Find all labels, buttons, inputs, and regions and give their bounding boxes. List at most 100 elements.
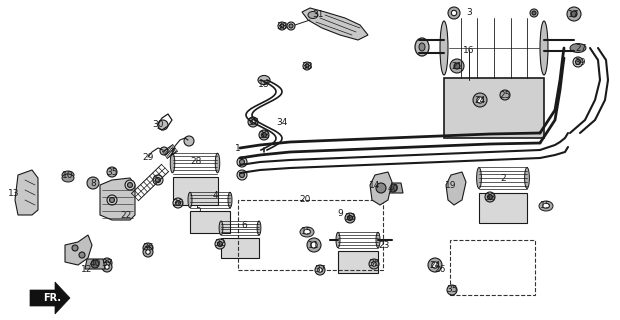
Circle shape [530, 9, 538, 17]
Text: 14: 14 [370, 180, 381, 189]
Circle shape [303, 62, 311, 70]
Text: 7: 7 [169, 148, 175, 156]
Circle shape [91, 260, 99, 268]
Circle shape [107, 167, 117, 177]
Circle shape [102, 262, 112, 272]
Ellipse shape [570, 44, 586, 52]
Text: 35: 35 [446, 285, 458, 294]
Text: 4: 4 [212, 191, 218, 201]
Text: 25: 25 [499, 91, 511, 100]
Polygon shape [30, 282, 70, 314]
Text: 32: 32 [215, 239, 226, 249]
Ellipse shape [215, 153, 219, 173]
Circle shape [289, 24, 293, 28]
Circle shape [184, 136, 194, 146]
Text: 26: 26 [435, 266, 446, 275]
Text: 33: 33 [484, 193, 496, 202]
Circle shape [485, 192, 495, 202]
Circle shape [454, 63, 460, 69]
Circle shape [158, 120, 168, 130]
Circle shape [451, 10, 457, 16]
Text: 6: 6 [241, 221, 247, 230]
Circle shape [307, 238, 321, 252]
Bar [450, 240, 535, 295]
Ellipse shape [257, 221, 261, 235]
Circle shape [237, 170, 247, 180]
Polygon shape [85, 259, 105, 269]
Text: 39: 39 [574, 58, 586, 67]
Circle shape [105, 265, 109, 269]
Circle shape [473, 93, 487, 107]
Ellipse shape [300, 227, 314, 237]
Circle shape [250, 120, 255, 124]
Circle shape [311, 242, 317, 248]
Circle shape [262, 132, 267, 138]
Text: 35: 35 [106, 167, 118, 177]
Text: 17: 17 [569, 10, 580, 19]
Circle shape [107, 195, 117, 205]
Text: 18: 18 [259, 79, 270, 89]
Polygon shape [383, 183, 403, 193]
Circle shape [372, 262, 376, 266]
Text: 27: 27 [575, 44, 587, 52]
Circle shape [487, 195, 492, 199]
Circle shape [143, 243, 153, 253]
Circle shape [146, 250, 150, 254]
Polygon shape [302, 8, 368, 40]
Text: FR.: FR. [43, 293, 61, 303]
Text: 23: 23 [378, 242, 390, 251]
Text: 36: 36 [368, 260, 379, 268]
Text: 29: 29 [143, 153, 154, 162]
Circle shape [105, 261, 109, 265]
Circle shape [175, 201, 180, 205]
Circle shape [173, 198, 183, 208]
Text: 10: 10 [62, 171, 74, 180]
Ellipse shape [62, 171, 74, 179]
Text: 16: 16 [463, 45, 475, 54]
Ellipse shape [415, 38, 429, 56]
Circle shape [575, 60, 580, 65]
Text: 3: 3 [466, 7, 472, 17]
Circle shape [259, 130, 269, 140]
Circle shape [248, 117, 258, 127]
Circle shape [102, 258, 112, 268]
Circle shape [87, 177, 99, 189]
Ellipse shape [440, 21, 448, 75]
Text: 19: 19 [445, 180, 457, 189]
Circle shape [237, 157, 247, 167]
Ellipse shape [419, 43, 425, 51]
Ellipse shape [258, 76, 270, 84]
Circle shape [573, 57, 583, 67]
Bar [172, 177, 218, 205]
Circle shape [389, 184, 397, 192]
Ellipse shape [376, 232, 380, 248]
Circle shape [376, 183, 386, 193]
Circle shape [110, 197, 115, 203]
Text: 26: 26 [172, 198, 184, 207]
Text: 8: 8 [90, 179, 96, 188]
Text: 15: 15 [540, 202, 552, 211]
Polygon shape [446, 172, 466, 205]
Circle shape [160, 147, 168, 155]
Circle shape [317, 268, 322, 272]
Bar [444, 78, 544, 138]
Text: 37: 37 [247, 117, 259, 126]
Ellipse shape [542, 204, 549, 209]
Bar [221, 238, 259, 258]
Bar [190, 211, 230, 233]
Polygon shape [65, 235, 92, 265]
Circle shape [153, 175, 163, 185]
Circle shape [305, 64, 309, 68]
Bar [479, 193, 527, 223]
Ellipse shape [304, 229, 311, 235]
Circle shape [347, 215, 353, 220]
Circle shape [218, 242, 223, 246]
Circle shape [215, 239, 225, 249]
Ellipse shape [228, 192, 232, 208]
Circle shape [128, 182, 133, 188]
Text: 24: 24 [430, 260, 441, 269]
Text: 40: 40 [388, 183, 399, 193]
Text: 33: 33 [259, 131, 270, 140]
Circle shape [447, 285, 457, 295]
Circle shape [369, 259, 379, 269]
